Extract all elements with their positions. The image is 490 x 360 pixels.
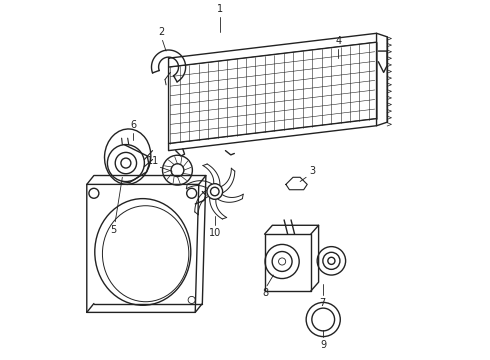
- Text: 4: 4: [335, 36, 341, 46]
- Text: 5: 5: [110, 225, 117, 235]
- Text: 2: 2: [158, 27, 165, 37]
- Text: 8: 8: [263, 288, 269, 298]
- Text: 6: 6: [130, 120, 136, 130]
- Text: 1: 1: [217, 4, 223, 14]
- Text: 10: 10: [209, 228, 221, 238]
- Text: 7: 7: [319, 298, 326, 308]
- Text: 9: 9: [320, 340, 326, 350]
- Text: 3: 3: [309, 166, 315, 176]
- Text: 11: 11: [147, 156, 159, 166]
